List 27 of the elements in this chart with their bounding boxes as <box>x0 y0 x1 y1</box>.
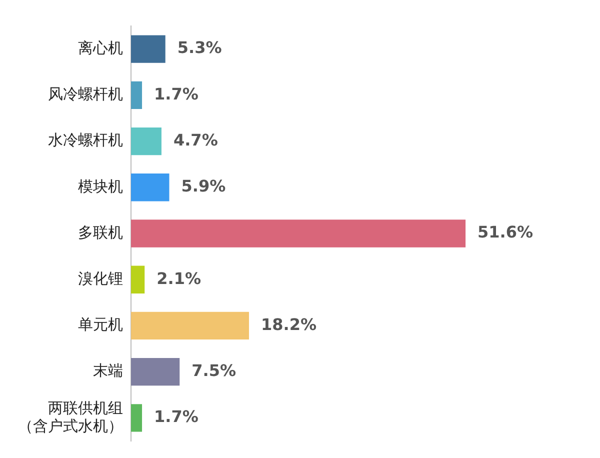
y-tick-label: 单元机 <box>78 316 123 334</box>
y-tick-label: 水冷螺杆机 <box>48 131 123 150</box>
data-label: 18.2% <box>260 314 317 334</box>
bar <box>131 358 180 386</box>
y-tick-label: 离心机 <box>78 38 123 57</box>
y-tick-label: 两联供机组（含户式水机） <box>18 398 123 435</box>
bar <box>131 127 162 156</box>
bar <box>131 81 142 109</box>
data-label: 1.7% <box>154 84 198 104</box>
bar <box>131 266 145 294</box>
data-label: 5.3% <box>177 38 222 58</box>
y-tick-label: 末端 <box>93 362 123 380</box>
bar <box>131 35 166 63</box>
data-label: 51.6% <box>478 222 534 242</box>
data-label: 1.7% <box>154 407 198 426</box>
data-label: 2.1% <box>156 268 201 288</box>
data-label: 7.5% <box>192 360 236 380</box>
bar <box>131 174 170 202</box>
bar <box>131 404 142 432</box>
bar <box>131 312 249 340</box>
y-tick-label: 模块机 <box>78 177 123 196</box>
y-tick-label: 多联机 <box>78 223 123 242</box>
y-tick-label: 溴化锂 <box>78 270 123 288</box>
bar <box>131 220 466 248</box>
data-label: 4.7% <box>173 130 218 150</box>
y-tick-label: 风冷螺杆机 <box>48 85 123 104</box>
data-label: 5.9% <box>181 176 226 196</box>
